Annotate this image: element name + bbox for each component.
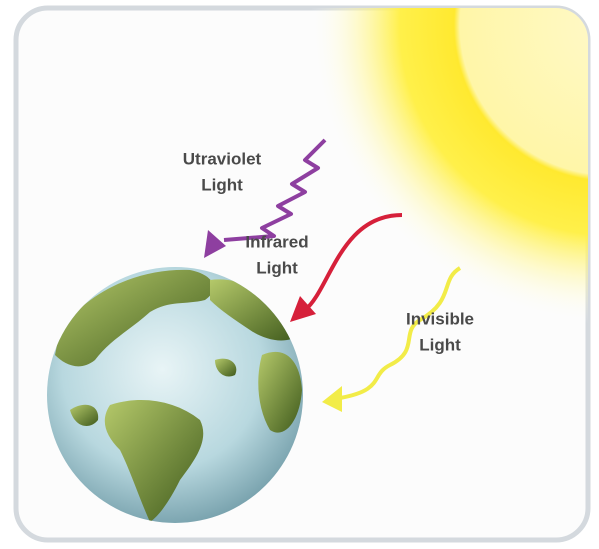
- label-line: Utraviolet: [183, 149, 262, 168]
- earth: [47, 267, 303, 523]
- diagram: Utraviolet Light Infrared Light Invisible Lig…: [0, 0, 599, 549]
- label-line: Light: [201, 175, 243, 194]
- label-line: Infrared: [245, 232, 308, 251]
- label-line: Light: [256, 258, 298, 277]
- label-line: Light: [419, 335, 461, 354]
- label-line: Invisible: [406, 309, 474, 328]
